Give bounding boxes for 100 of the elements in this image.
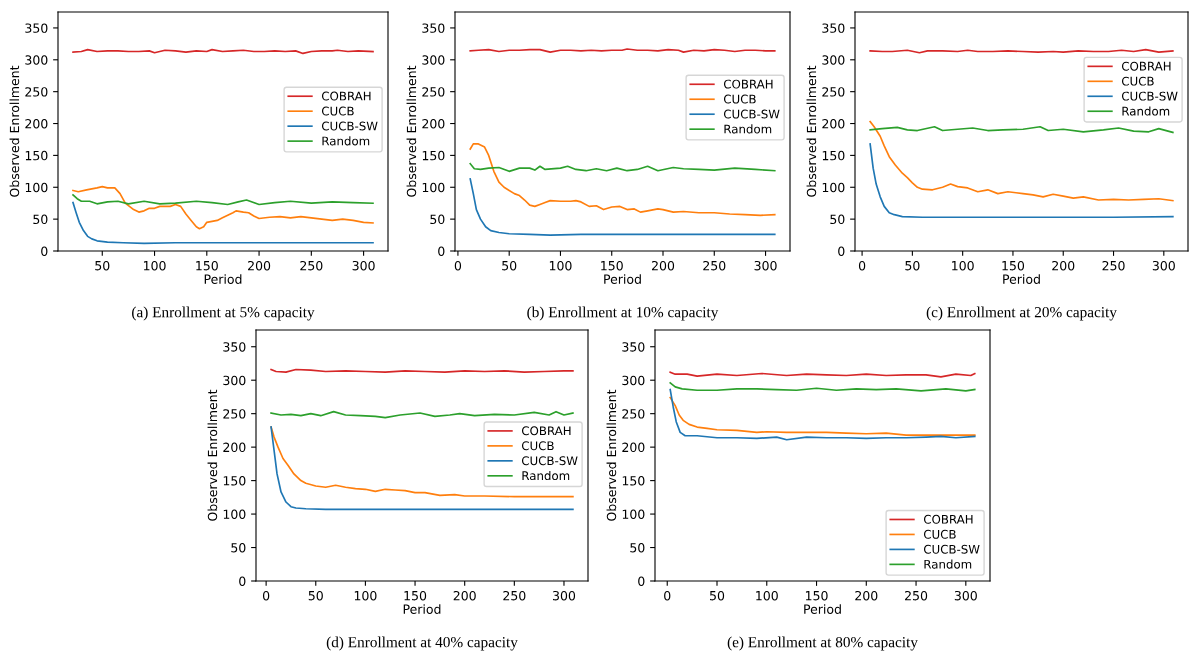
x-tick-label: 0 (664, 590, 671, 601)
x-tick-label: 250 (503, 590, 526, 601)
legend-label: Random (322, 136, 370, 146)
text: (b) Enrollment at 10% capacity (527, 306, 719, 321)
y-tick-label: 200 (822, 119, 845, 129)
legend-label: CUCB-SW (923, 544, 980, 554)
y-tick-label: 300 (422, 55, 445, 65)
y-tick-label: 250 (622, 409, 645, 419)
x-tick-label: 150 (601, 260, 623, 271)
y-tick-label: 300 (223, 375, 246, 386)
line-series (469, 162, 776, 173)
line-series (469, 178, 776, 236)
y-tick-label: 150 (422, 150, 445, 161)
legend-label: CUCB-SW (723, 109, 780, 119)
line-series (72, 194, 374, 206)
legend-label: CUCB (923, 529, 956, 539)
x-tick-label: 200 (453, 590, 476, 601)
x-axis-title: Period (204, 274, 242, 284)
y-tick-label: 300 (25, 55, 48, 65)
y-tick-label: 150 (822, 150, 845, 161)
y-tick-label: 0 (41, 246, 48, 256)
y-tick-label: 50 (830, 214, 845, 225)
y-tick-label: 200 (25, 119, 48, 129)
legend-label: Random (1122, 106, 1170, 116)
y-tick-label: 350 (822, 23, 845, 33)
line-series (72, 201, 374, 245)
line-series (869, 143, 1174, 219)
x-tick-label: 300 (553, 590, 576, 601)
y-tick-label: 50 (630, 543, 645, 553)
x-tick-label: 50 (308, 590, 323, 601)
x-axis-title: Period (403, 604, 441, 614)
y-tick-label: 300 (822, 55, 845, 65)
y-tick-label: 350 (223, 342, 246, 352)
line-series (669, 388, 976, 441)
x-tick-label: 250 (1102, 260, 1125, 271)
x-tick-label: 0 (262, 590, 270, 601)
x-tick-label: 50 (502, 260, 517, 271)
y-tick-label: 100 (622, 509, 645, 519)
x-tick-label: 100 (756, 590, 778, 601)
line-series (469, 143, 776, 217)
y-tick-label: 200 (223, 442, 246, 453)
x-tick-label: 250 (703, 260, 726, 271)
x-axis-title: Period (1003, 274, 1040, 284)
legend-label: CUCB (723, 94, 756, 104)
y-tick-label: 50 (231, 543, 246, 553)
legend-label: CUCB (1121, 76, 1154, 86)
legend-label: CUCB (521, 441, 554, 451)
y-tick-label: 0 (239, 576, 246, 586)
y-tick-label: 0 (438, 246, 445, 256)
y-tick-label: 350 (422, 23, 445, 33)
y-tick-label: 250 (822, 87, 845, 97)
y-tick-label: 250 (422, 87, 445, 97)
x-tick-label: 250 (300, 260, 323, 271)
x-tick-label: 100 (549, 260, 572, 271)
text: (d) Enrollment at 40% capacity (326, 636, 518, 651)
y-tick-label: 300 (622, 375, 645, 386)
x-tick-label: 50 (710, 590, 725, 601)
x-tick-label: 200 (651, 260, 675, 271)
y-tick-label: 100 (822, 182, 845, 193)
legend-label: Random (724, 124, 772, 134)
line-series (72, 185, 374, 230)
y-axis-title: Observed Enrollment (207, 389, 218, 521)
x-tick-label: 150 (1002, 260, 1025, 271)
y-axis-title: Observed Enrollment (406, 65, 417, 197)
y-tick-label: 150 (622, 476, 645, 486)
text: (e) Enrollment at 80% capacity (727, 636, 918, 651)
y-tick-label: 150 (223, 476, 246, 486)
legend-label: CUCB (321, 106, 354, 116)
legend-label: COBRAH (521, 426, 571, 436)
y-tick-label: 250 (25, 87, 48, 97)
x-tick-label: 150 (196, 260, 218, 271)
x-tick-label: 300 (1152, 260, 1175, 271)
legend-label: CUCB-SW (1121, 91, 1178, 101)
y-tick-label: 250 (223, 409, 246, 419)
text: (c) Enrollment at 20% capacity (926, 306, 1117, 321)
x-tick-label: 300 (754, 260, 777, 271)
x-tick-label: 0 (454, 260, 462, 271)
y-axis-title: Observed Enrollment (9, 65, 20, 197)
y-tick-label: 0 (638, 576, 645, 586)
legend-label: COBRAH (321, 91, 371, 101)
x-tick-label: 300 (352, 260, 375, 271)
y-axis-title: Observed Enrollment (606, 389, 617, 521)
y-tick-label: 200 (622, 442, 645, 453)
legend-label: Random (522, 470, 570, 481)
legend-label: COBRAH (1121, 61, 1171, 71)
y-tick-label: 350 (622, 342, 645, 352)
legend-label: COBRAH (723, 79, 773, 89)
y-axis-title: Observed Enrollment (806, 65, 817, 197)
x-tick-label: 50 (905, 260, 920, 271)
x-tick-label: 100 (143, 260, 166, 271)
y-tick-label: 200 (422, 119, 445, 129)
x-tick-label: 200 (855, 590, 878, 601)
x-axis-title: Period (604, 274, 641, 284)
x-tick-label: 150 (404, 590, 427, 601)
legend-label: CUCB-SW (521, 456, 578, 466)
legend-label: Random (924, 559, 972, 569)
legend-label: CUCB-SW (321, 121, 378, 131)
line-series (669, 396, 976, 436)
x-axis-title: Period (804, 604, 841, 614)
x-tick-label: 150 (805, 590, 828, 601)
